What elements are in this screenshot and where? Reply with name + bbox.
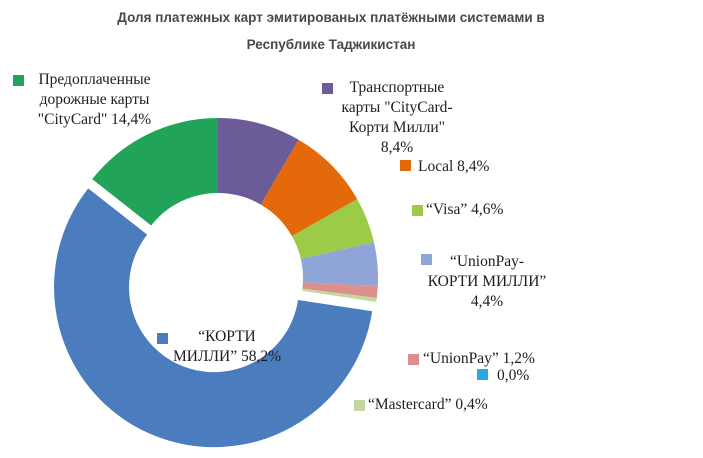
- legend-item-unionpay-korti-milli: “UnionPay- КОРТИ МИЛЛИ” 4,4%: [421, 252, 547, 312]
- legend-item-transport-citycard: Транспортные карты "CityCard- Корти Милл…: [322, 78, 464, 156]
- pie-slice-mastercard: [302, 288, 377, 303]
- legend-item-prepaid-citycard: Предоплаченные дорожные карты "CityCard"…: [13, 70, 161, 132]
- chart-title-line2: Республике Таджикистан: [246, 37, 416, 52]
- legend-swatch-transport-citycard: [322, 83, 333, 94]
- legend-swatch-unionpay-korti-milli: [421, 254, 432, 265]
- legend-label-visa: “Visa” 4,6%: [426, 201, 504, 218]
- donut-chart: [54, 118, 379, 448]
- legend-swatch-unionpay: [408, 354, 419, 365]
- pie-slice-local: [260, 139, 358, 237]
- legend-label-mastercard: “Mastercard” 0,4%: [368, 396, 488, 413]
- legend-label-unionpay: “UnionPay” 1,2%: [423, 350, 535, 367]
- legend-item-korti-milli: “КОРТИ МИЛЛИ” 58,2%: [157, 327, 284, 367]
- pie-slice-unionpay: [302, 282, 378, 299]
- pie-slice-korti-milli: [54, 188, 373, 448]
- pie-slice-prepaid-citycard: [92, 118, 218, 226]
- legend-item-local: Local 8,4%: [400, 157, 489, 177]
- legend-item-unionpay: “UnionPay” 1,2%: [408, 349, 535, 369]
- legend-label-unionpay-korti-milli: “UnionPay- КОРТИ МИЛЛИ” 4,4%: [427, 253, 547, 310]
- legend-item-zero: 0,0%: [477, 366, 529, 386]
- pie-slice-transport-citycard: [218, 118, 299, 205]
- legend-label-prepaid-citycard: Предоплаченные дорожные карты "CityCard"…: [37, 71, 152, 128]
- legend-swatch-prepaid-citycard: [13, 75, 24, 86]
- legend-item-visa: “Visa” 4,6%: [412, 200, 503, 220]
- chart-title-line1: Доля платежных карт эмитированых платёжн…: [117, 10, 545, 25]
- chart-title: Доля платежных карт эмитированых платёжн…: [0, 4, 662, 58]
- legend-swatch-korti-milli: [157, 333, 168, 344]
- legend-label-local: Local 8,4%: [418, 158, 490, 175]
- legend-swatch-zero: [477, 369, 488, 380]
- legend-label-zero: 0,0%: [497, 367, 530, 384]
- legend-label-korti-milli: “КОРТИ МИЛЛИ” 58,2%: [173, 328, 281, 365]
- legend-item-mastercard: “Mastercard” 0,4%: [354, 395, 488, 415]
- pie-slice-unionpay-korti-milli: [300, 242, 379, 287]
- legend-label-transport-citycard: Транспортные карты "CityCard- Корти Милл…: [341, 79, 453, 156]
- legend-swatch-local: [400, 160, 411, 171]
- legend-swatch-visa: [412, 205, 423, 216]
- pie-slice-visa: [291, 199, 374, 259]
- legend-swatch-mastercard: [354, 400, 365, 411]
